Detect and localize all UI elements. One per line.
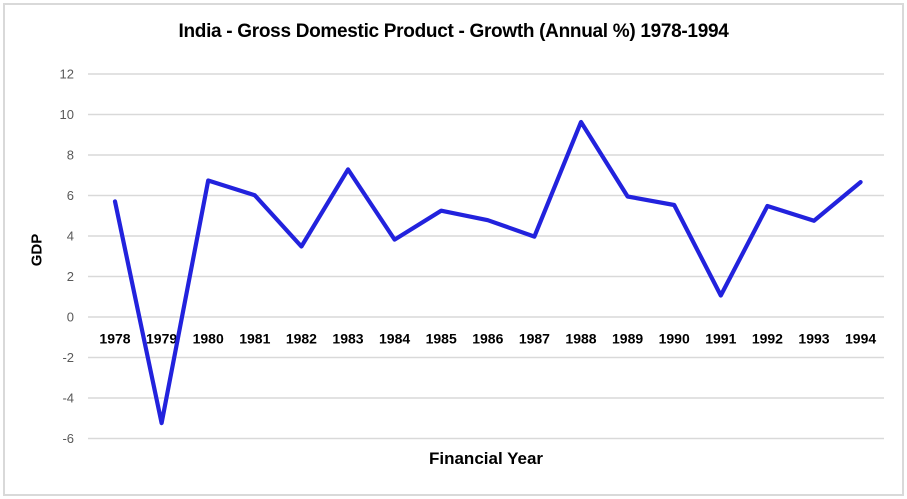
y-tick-label: 8 [67, 148, 74, 163]
x-tick-label: 1983 [332, 331, 363, 347]
x-tick-label: 1980 [193, 331, 224, 347]
y-tick-label: -6 [62, 431, 74, 446]
x-tick-label: 1985 [426, 331, 457, 347]
chart-title: India - Gross Domestic Product - Growth … [178, 21, 729, 42]
x-tick-label: 1988 [565, 331, 596, 347]
x-tick-label: 1990 [659, 331, 690, 347]
x-tick-label: 1989 [612, 331, 643, 347]
x-tick-label: 1993 [798, 331, 829, 347]
y-tick-label: -4 [62, 391, 74, 406]
x-tick-label: 1991 [705, 331, 736, 347]
x-tick-label: 1986 [472, 331, 503, 347]
x-tick-label: 1992 [752, 331, 783, 347]
y-tick-label: 6 [67, 188, 74, 203]
y-tick-label: 2 [67, 269, 74, 284]
chart-frame [3, 3, 904, 496]
x-tick-label: 1981 [239, 331, 270, 347]
x-tick-label: 1979 [146, 331, 177, 347]
gdp-growth-line [112, 119, 863, 426]
y-tick-label: 0 [67, 310, 74, 325]
x-tick-label: 1987 [519, 331, 550, 347]
y-tick-label: -2 [62, 350, 74, 365]
y-tick-label: 4 [67, 229, 74, 244]
x-tick-label: 1982 [286, 331, 317, 347]
y-tick-label: 12 [60, 67, 74, 82]
y-tick-label: 10 [60, 107, 74, 122]
x-tick-label: 1978 [99, 331, 130, 347]
x-tick-label: 1994 [845, 331, 876, 347]
x-tick-label: 1984 [379, 331, 410, 347]
x-axis-title: Financial Year [428, 449, 544, 468]
